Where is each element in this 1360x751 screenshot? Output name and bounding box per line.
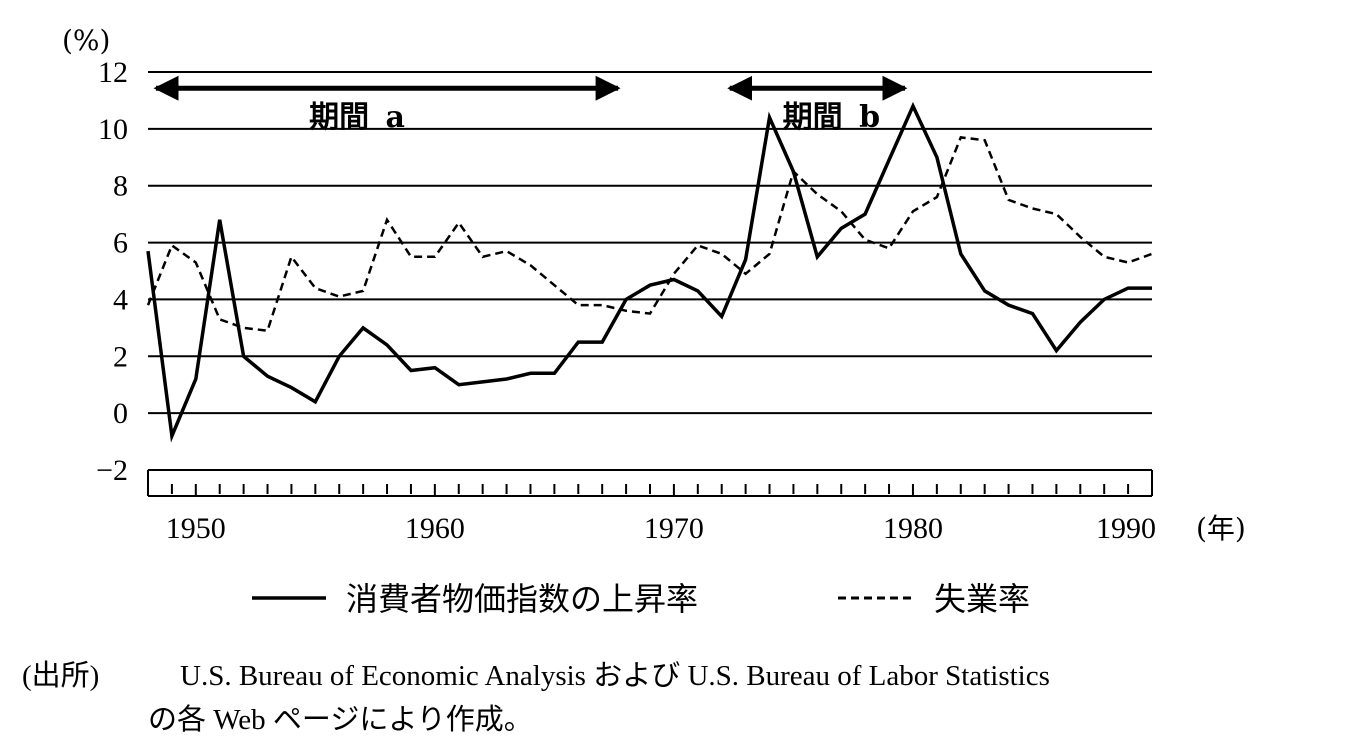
gridlines [148,71,1152,471]
y-tick-label: 10 [98,113,128,146]
x-tick-label: 1970 [644,512,704,545]
x-tick-label: 1980 [883,512,943,545]
legend-label-cpi: 消費者物価指数の上昇率 [346,580,698,618]
period-b-annotation: 期間 b [727,75,908,135]
y-tick-label: −2 [96,454,128,487]
series-line-cpi [146,101,1152,443]
legend: 消費者物価指数の上昇率 失業率 [252,580,1030,618]
x-tick-label: 1950 [166,512,226,545]
source-line-1: U.S. Bureau of Economic Analysis および U.S… [180,660,1050,692]
x-axis-tick-labels: 1950 1960 1970 1980 1990 [166,512,1156,545]
y-axis-unit-label: (%) [62,24,110,57]
y-tick-label: 6 [113,227,128,260]
period-b-label-letter: b [859,100,880,135]
period-b-label-prefix: 期間 [783,100,843,135]
period-b-label: 期間 b [783,100,880,135]
period-a-label-prefix: 期間 [309,100,369,135]
series-lines [146,101,1153,443]
x-tick-label: 1990 [1096,512,1156,545]
y-tick-label: 12 [98,56,128,89]
x-tick-label: 1960 [405,512,465,545]
x-axis-unit-label: (年) [1196,512,1246,545]
y-tick-label: 8 [113,170,128,203]
y-tick-label: 2 [113,340,128,373]
source-line-2: の各 Web ページにより作成。 [148,704,533,736]
period-a-annotation: 期間 a [153,75,621,135]
line-chart: (%) −2 0 2 4 6 8 10 12 1950 1960 1970 1980 1990 (年)… [62,24,1246,618]
period-a-label-letter: a [386,100,405,135]
y-tick-label: 4 [113,283,128,316]
y-tick-label: 0 [113,397,128,430]
source-note: (出所) U.S. Bureau of Economic Analysis および… [22,654,1342,742]
series-line-unemployment [146,136,1153,333]
x-axis [147,470,1153,497]
source-prefix: (出所) [22,660,100,692]
y-axis-tick-labels: −2 0 2 4 6 8 10 12 [96,56,128,487]
period-a-label: 期間 a [309,100,405,135]
legend-label-unemployment: 失業率 [934,580,1030,618]
